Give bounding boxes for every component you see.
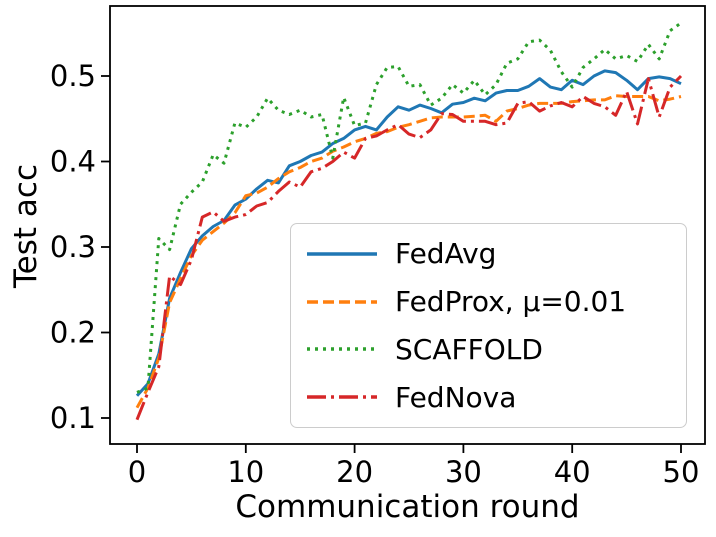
legend-item-fedavg: FedAvg	[307, 232, 686, 276]
x-axis-title: Communication round	[235, 489, 580, 525]
legend-label-fedavg: FedAvg	[395, 237, 497, 271]
plot-frame	[109, 5, 706, 445]
x-tick-label: 30	[445, 455, 482, 489]
legend-label-scaffold: SCAFFOLD	[395, 332, 543, 366]
x-tick-label: 0	[128, 455, 146, 489]
y-tick-label: 0.5	[50, 59, 96, 93]
x-tick-label: 50	[663, 455, 700, 489]
legend-label-fednova: FedNova	[395, 380, 517, 414]
fedprox-line-sample-icon	[307, 299, 377, 304]
x-tick-label: 20	[336, 455, 373, 489]
y-tick-label: 0.1	[50, 401, 96, 435]
y-axis-title: Test acc	[8, 164, 44, 288]
fedavg-line-sample-icon	[307, 252, 377, 256]
fednova-line-sample-icon	[307, 395, 377, 399]
legend-item-fednova: FedNova	[307, 375, 686, 419]
y-tick-label: 0.4	[50, 145, 96, 179]
series-line-scaffold	[136, 21, 682, 394]
series-line-fednova	[135, 74, 683, 421]
scaffold-line-sample-icon	[307, 347, 377, 352]
y-tick-label: 0.3	[50, 230, 96, 264]
legend-item-fedprox: FedProx, μ=0.01	[307, 280, 686, 324]
x-tick-label: 40	[554, 455, 591, 489]
legend-item-scaffold: SCAFFOLD	[307, 327, 686, 371]
x-tick-label: 10	[227, 455, 264, 489]
legend-label-fedprox: FedProx, μ=0.01	[395, 285, 627, 319]
y-tick-label: 0.2	[50, 316, 96, 350]
series-line-fedavg	[135, 69, 682, 397]
legend: FedAvg FedProx, μ=0.01 SCAFFOLD FedNova	[290, 223, 687, 428]
